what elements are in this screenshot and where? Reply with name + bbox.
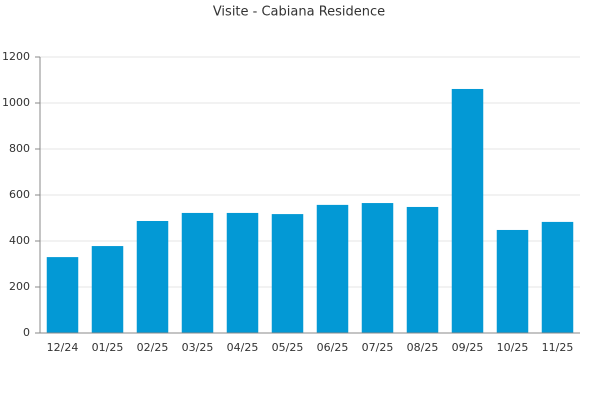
bar [406, 206, 439, 333]
x-tick-label: 06/25 [317, 341, 349, 354]
y-tick-label: 600 [9, 188, 30, 201]
x-tick-label: 12/24 [47, 341, 79, 354]
x-tick-label: 08/25 [407, 341, 439, 354]
x-tick-label: 10/25 [497, 341, 529, 354]
bar [496, 229, 529, 333]
x-tick-label: 01/25 [92, 341, 124, 354]
bar [136, 220, 169, 333]
x-tick-label: 07/25 [362, 341, 394, 354]
x-tick-label: 09/25 [452, 341, 484, 354]
y-tick-label: 800 [9, 142, 30, 155]
bar [271, 214, 304, 333]
y-tick-label: 0 [23, 326, 30, 339]
bar [226, 212, 259, 333]
bar [46, 257, 79, 333]
bar [541, 221, 574, 333]
y-tick-label: 1000 [2, 96, 30, 109]
x-tick-label: 03/25 [182, 341, 214, 354]
y-tick-label: 200 [9, 280, 30, 293]
bar [361, 203, 394, 333]
x-tick-label: 04/25 [227, 341, 259, 354]
bar [451, 88, 484, 333]
bar [181, 212, 214, 333]
bar [91, 246, 124, 333]
y-tick-label: 1200 [2, 50, 30, 63]
chart-title: Visite - Cabiana Residence [213, 5, 385, 20]
y-tick-label: 400 [9, 234, 30, 247]
x-tick-label: 11/25 [542, 341, 574, 354]
x-tick-label: 02/25 [137, 341, 169, 354]
bar [316, 204, 349, 333]
x-tick-label: 05/25 [272, 341, 304, 354]
